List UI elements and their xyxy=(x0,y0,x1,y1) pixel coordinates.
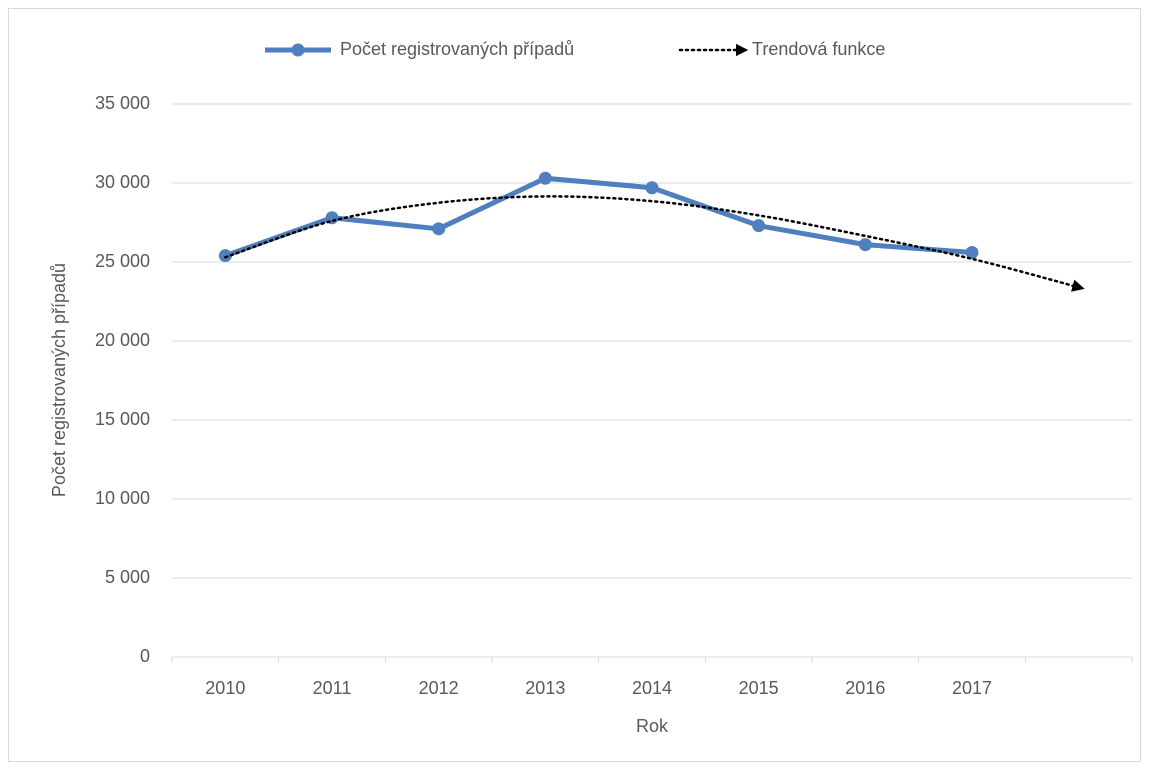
point xyxy=(218,249,232,263)
x-tick-label: 2017 xyxy=(952,678,992,698)
point xyxy=(432,222,446,236)
legend-label: Trendová funkce xyxy=(752,39,885,59)
point xyxy=(965,246,979,260)
x-tick-label: 2015 xyxy=(739,678,779,698)
chart-border xyxy=(8,8,1141,762)
y-tick-label: 15 000 xyxy=(95,409,150,429)
point xyxy=(858,238,872,252)
x-tick-label: 2010 xyxy=(205,678,245,698)
legend-marker xyxy=(291,43,305,57)
y-tick-label: 30 000 xyxy=(95,172,150,192)
x-tick-label: 2013 xyxy=(525,678,565,698)
series-line xyxy=(224,175,973,259)
legend-label: Počet registrovaných případů xyxy=(340,39,574,59)
y-tick-label: 5 000 xyxy=(105,567,150,587)
x-axis-title: Rok xyxy=(636,716,669,736)
x-tick-label: 2014 xyxy=(632,678,672,698)
y-tick-label: 10 000 xyxy=(95,488,150,508)
x-tick-label: 2011 xyxy=(313,678,352,698)
x-tick-label: 2012 xyxy=(419,678,459,698)
y-axis-title: Počet registrovaných případů xyxy=(49,263,69,497)
x-tick-label: 2016 xyxy=(845,678,885,698)
point xyxy=(645,181,659,195)
y-tick-label: 35 000 xyxy=(95,93,150,113)
point xyxy=(538,171,552,185)
y-tick-label: 25 000 xyxy=(95,251,150,271)
y-tick-label: 20 000 xyxy=(95,330,150,350)
point xyxy=(752,219,766,233)
y-tick-label: 0 xyxy=(140,646,150,666)
series-line xyxy=(224,195,1085,292)
